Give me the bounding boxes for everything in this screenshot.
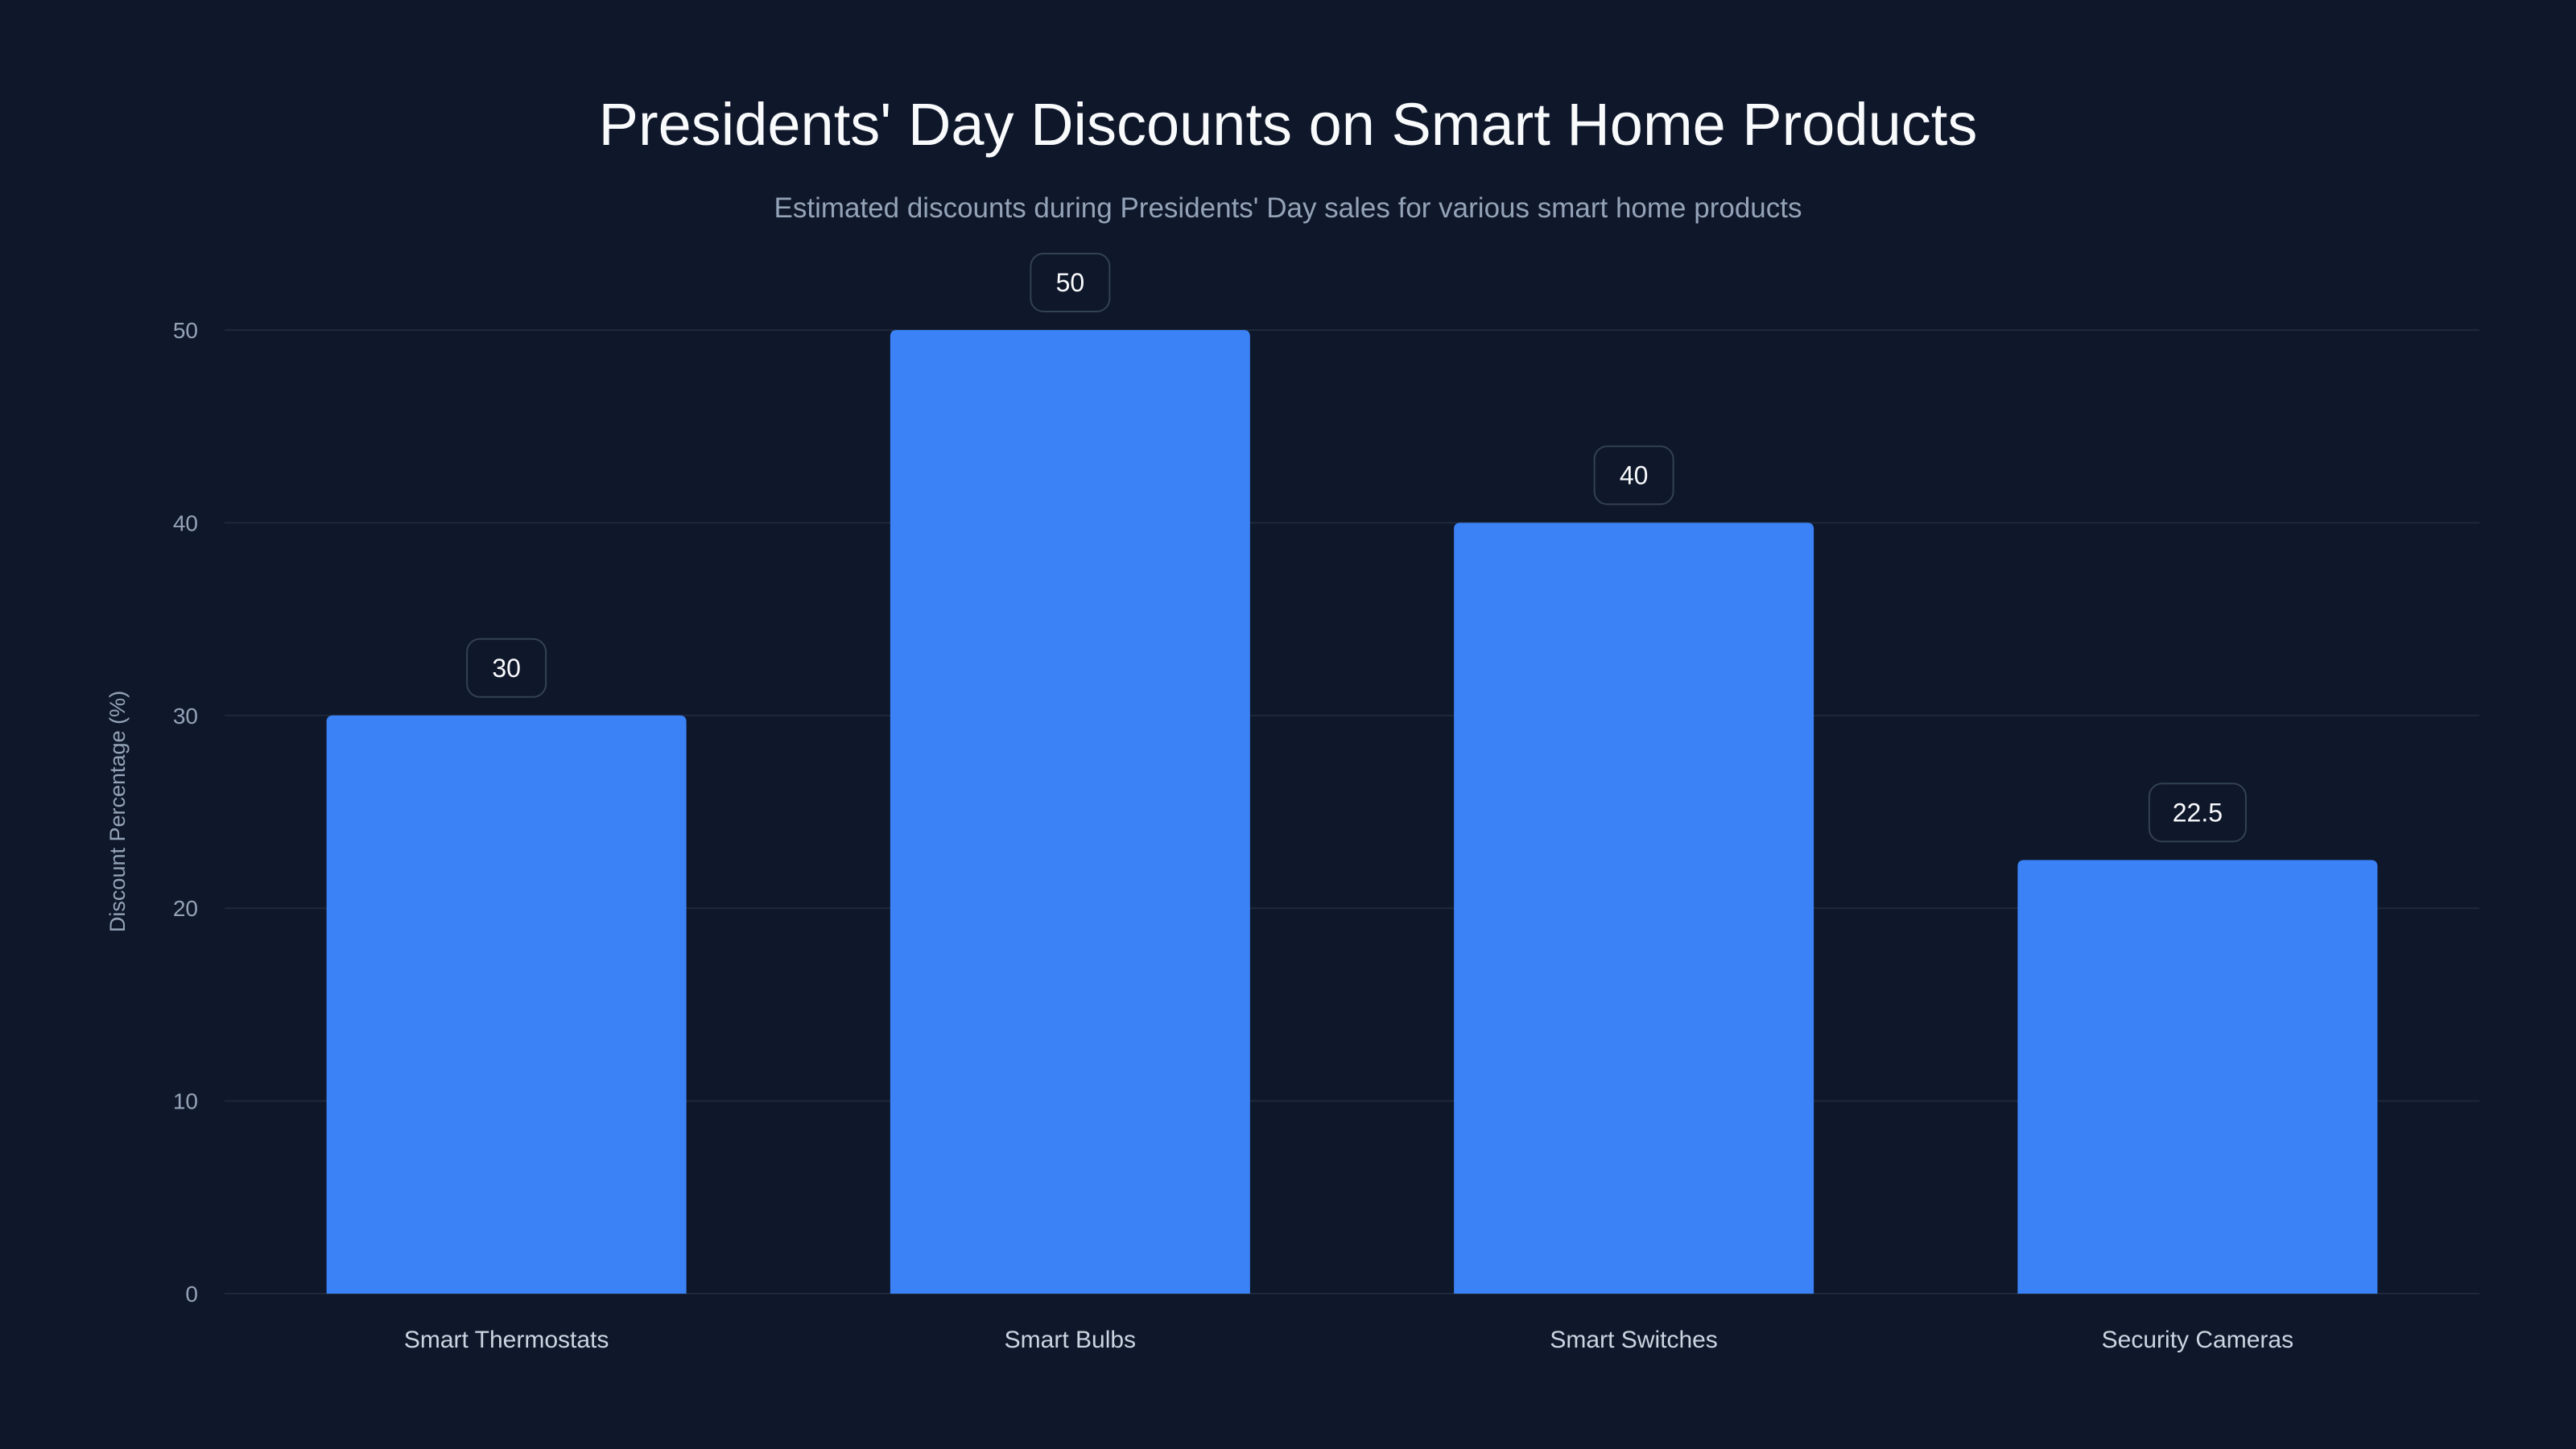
bar-smart-thermostats (326, 715, 687, 1294)
data-label: 30 (492, 654, 521, 683)
y-tick-label: 50 (173, 318, 198, 343)
y-tick-label: 10 (173, 1089, 198, 1114)
x-tick-label: Smart Switches (1550, 1327, 1717, 1353)
x-tick-label: Smart Bulbs (1005, 1327, 1136, 1353)
data-label-box (466, 638, 547, 698)
bars (326, 330, 2378, 1294)
y-tick-label: 40 (173, 510, 198, 535)
y-axis-label: Discount Percentage (%) (105, 691, 130, 932)
data-label: 50 (1056, 268, 1085, 297)
bar-security-cameras (2017, 860, 2378, 1294)
y-tick-label: 30 (173, 704, 198, 729)
x-tick-label: Security Cameras (2102, 1327, 2293, 1353)
chart-subtitle: Estimated discounts during Presidents' D… (774, 192, 1802, 224)
bar-smart-bulbs (890, 330, 1250, 1294)
data-label: 40 (1620, 460, 1649, 489)
data-label-box (1593, 445, 1674, 506)
data-label-box (2148, 782, 2247, 843)
bar-smart-switches (1454, 522, 1814, 1294)
data-labels: Smart Thermostats 30 Smart Bulbs 50 Smart Sw… (404, 253, 2293, 1353)
y-tick-label: 20 (173, 896, 198, 921)
x-tick-label: Smart Thermostats (404, 1327, 609, 1353)
y-tick-label: 0 (185, 1282, 198, 1307)
data-label: 22.5 (2173, 798, 2223, 827)
data-label-box (1030, 253, 1111, 312)
chart-title: Presidents' Day Discounts on Smart Home … (599, 91, 1978, 158)
